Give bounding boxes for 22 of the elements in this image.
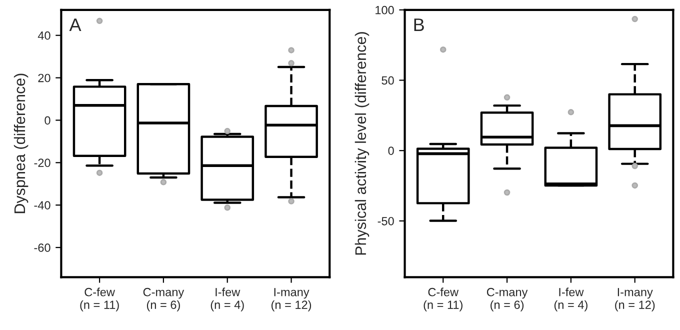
x-tick-label: I-many (n = 12) bbox=[272, 288, 312, 312]
annotation: B bbox=[414, 18, 424, 32]
x-tick-label: C-few (n = 11) bbox=[80, 288, 119, 312]
y-tick-label: 0 bbox=[388, 146, 394, 155]
y-tick-label: 20 bbox=[38, 74, 50, 82]
y-tick-label: 40 bbox=[38, 31, 50, 40]
y-axis-title: Dyspnea (difference) bbox=[14, 74, 28, 214]
x-tick-label: I-many (n = 12) bbox=[615, 288, 655, 312]
x-tick-label: C-many (n = 6) bbox=[143, 288, 184, 312]
x-tick-label: I-few (n = 4) bbox=[210, 288, 244, 312]
x-tick-label: I-few (n = 4) bbox=[554, 288, 588, 312]
y-tick-label: -40 bbox=[34, 201, 50, 210]
y-tick-label: 50 bbox=[382, 76, 394, 85]
y-tick-label: -60 bbox=[34, 244, 50, 252]
y-axis-title: Physical activity level (difference) bbox=[354, 32, 370, 255]
x-tick-label: C-many (n = 6) bbox=[486, 288, 528, 312]
x-tick-label: C-few (n = 11) bbox=[424, 288, 462, 312]
annotation: A bbox=[69, 18, 82, 32]
y-tick-label: 0 bbox=[44, 116, 50, 125]
y-tick-label: 100 bbox=[376, 6, 394, 14]
y-tick-label: -20 bbox=[34, 158, 50, 168]
y-tick-label: -50 bbox=[378, 216, 394, 226]
